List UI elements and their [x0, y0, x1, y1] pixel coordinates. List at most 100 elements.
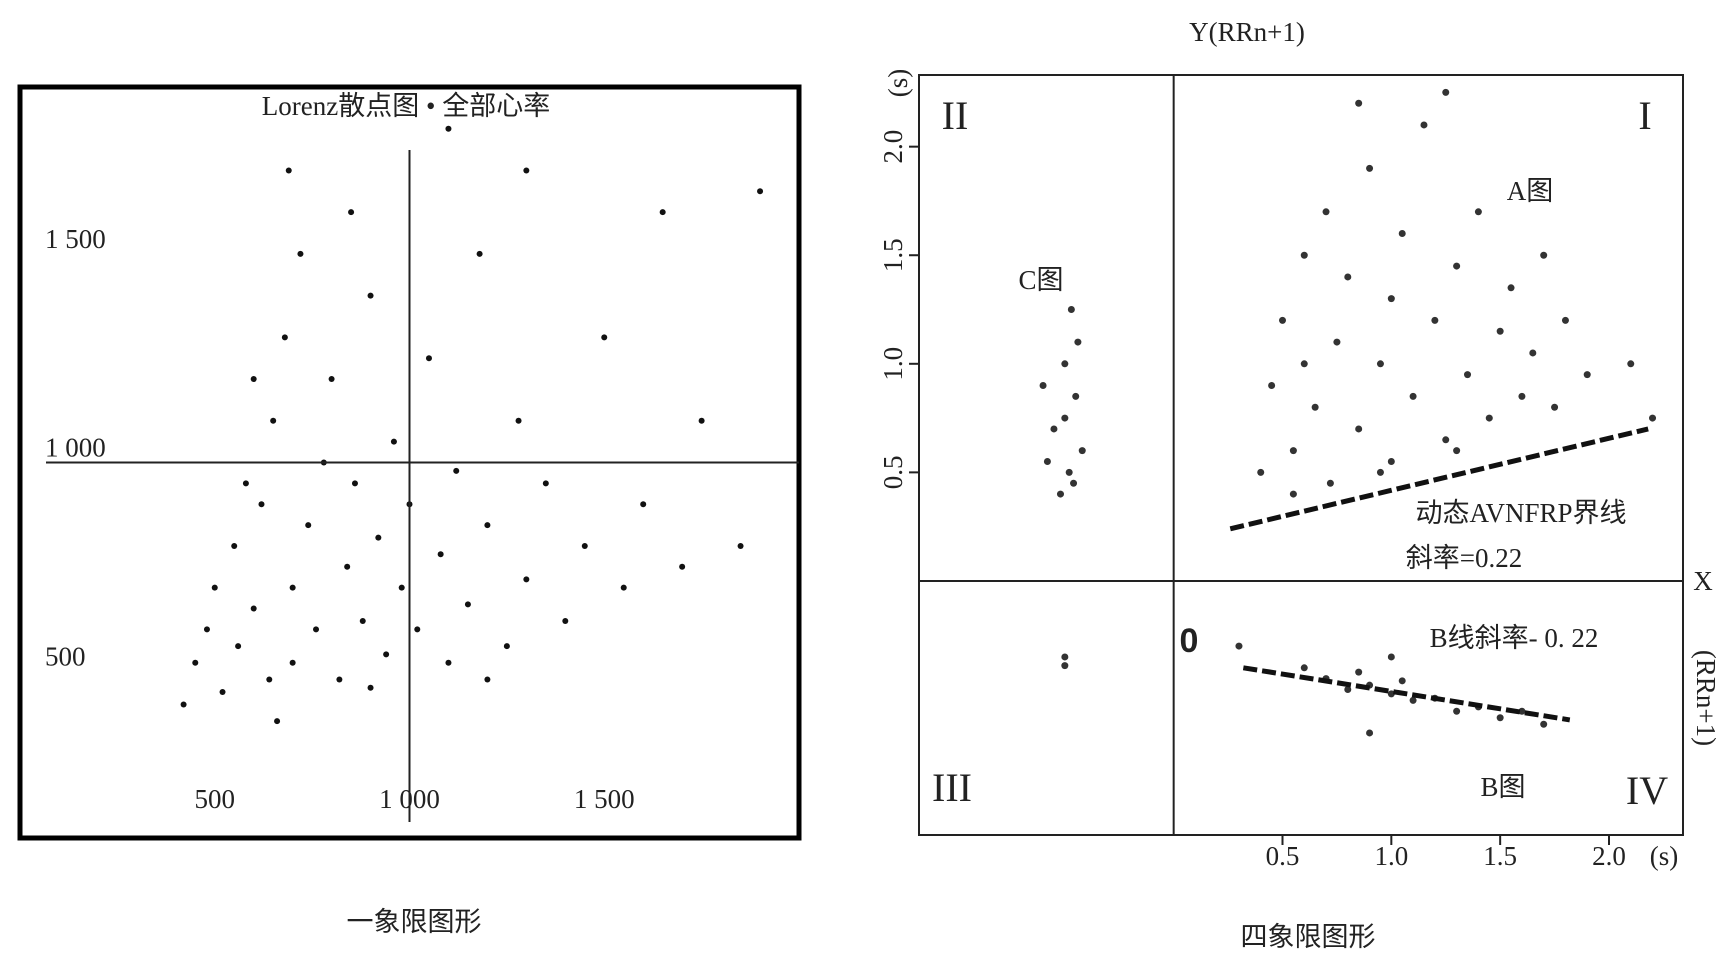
- annotation: 动态AVNFRP界线: [1415, 498, 1626, 528]
- scatter-point: [1474, 208, 1482, 216]
- scatter-point: [1366, 729, 1374, 737]
- scatter-point: [313, 626, 320, 633]
- scatter-point: [250, 376, 257, 383]
- scatter-point: [1065, 468, 1073, 476]
- scatter-point: [1278, 316, 1286, 324]
- scatter-point: [1453, 707, 1461, 715]
- scatter-point: [1464, 371, 1472, 379]
- y-tick-label: 1.0: [878, 347, 908, 381]
- scatter-point: [1289, 447, 1297, 455]
- x-unit: (s): [1650, 841, 1679, 871]
- scatter-point: [1300, 664, 1308, 672]
- scatter-point: [476, 250, 483, 257]
- scatter-point: [1300, 360, 1308, 368]
- scatter-point: [1344, 686, 1352, 694]
- scatter-point: [542, 480, 549, 487]
- scatter-point: [359, 618, 366, 625]
- scatter-point: [289, 659, 296, 666]
- scatter-point: [503, 643, 510, 650]
- scatter-point: [1485, 414, 1493, 422]
- scatter-point: [1398, 677, 1406, 685]
- scatter-point: [398, 584, 405, 591]
- scatter-point: [515, 417, 522, 424]
- scatter-point: [1627, 360, 1635, 368]
- scatter-point: [562, 618, 569, 625]
- scatter-point: [1442, 88, 1450, 96]
- annotation: B图: [1480, 772, 1525, 802]
- scatter-point: [1649, 414, 1657, 422]
- scatter-point: [1355, 99, 1363, 107]
- scatter-point: [1366, 164, 1374, 172]
- scatter-point: [1257, 468, 1265, 476]
- scatter-point: [698, 417, 705, 424]
- scatter-point: [1268, 382, 1276, 390]
- origin-label: 0: [1180, 622, 1199, 660]
- scatter-point: [1420, 121, 1428, 129]
- scatter-point: [640, 501, 647, 508]
- x-tick-label: 1 500: [574, 784, 635, 814]
- scatter-point: [1311, 403, 1319, 411]
- scatter-point: [1039, 382, 1047, 390]
- y-tick-label: 500: [45, 641, 86, 671]
- scatter-point: [1333, 338, 1341, 346]
- x-tick-label: 1.0: [1374, 841, 1408, 871]
- scatter-point: [484, 676, 491, 683]
- scatter-point: [1398, 230, 1406, 238]
- scatter-point: [305, 522, 312, 529]
- scatter-point: [1056, 490, 1064, 498]
- scatter-point: [192, 659, 199, 666]
- scatter-point: [180, 701, 187, 708]
- scatter-point: [437, 551, 444, 558]
- scatter-point: [453, 467, 460, 474]
- scatter-point: [1387, 653, 1395, 661]
- scatter-point: [1043, 458, 1051, 466]
- x-tick-label: 2.0: [1592, 841, 1626, 871]
- scatter-point: [659, 209, 666, 216]
- scatter-point: [1453, 447, 1461, 455]
- scatter-point: [211, 584, 218, 591]
- quadrant-label: I: [1638, 93, 1651, 138]
- scatter-point: [1070, 479, 1078, 487]
- scatter-point: [1540, 720, 1548, 728]
- scatter-point: [285, 167, 292, 174]
- y-tick-label: 2.0: [878, 130, 908, 164]
- scatter-point: [351, 480, 358, 487]
- scatter-point: [1376, 468, 1384, 476]
- scatter-point: [231, 542, 238, 549]
- scatter-point: [1061, 414, 1069, 422]
- scatter-point: [1583, 371, 1591, 379]
- quadrant-label: IV: [1626, 768, 1668, 813]
- scatter-point: [1540, 251, 1548, 259]
- scatter-point: [270, 417, 277, 424]
- scatter-point: [235, 643, 242, 650]
- scatter-point: [757, 188, 764, 195]
- scatter-point: [1235, 642, 1243, 650]
- scatter-point: [1078, 447, 1086, 455]
- quadrant-label: II: [942, 93, 969, 138]
- scatter-point: [1300, 251, 1308, 259]
- x-tick-label: 0.5: [1266, 841, 1300, 871]
- scatter-point: [1507, 284, 1515, 292]
- scatter-point: [1061, 360, 1069, 368]
- scatter-point: [620, 584, 627, 591]
- scatter-point: [297, 250, 304, 257]
- scatter-point: [1344, 273, 1352, 281]
- scatter-point: [344, 563, 351, 570]
- scatter-point: [737, 542, 744, 549]
- scatter-point: [1387, 458, 1395, 466]
- annotation: B线斜率- 0. 22: [1430, 623, 1599, 653]
- scatter-point: [367, 684, 374, 691]
- scatter-point: [367, 292, 374, 299]
- scatter-point: [464, 601, 471, 608]
- scatter-point: [274, 718, 281, 725]
- scatter-point: [1387, 295, 1395, 303]
- scatter-point: [1496, 327, 1504, 335]
- scatter-point: [1050, 425, 1058, 433]
- annotation: A图: [1507, 176, 1554, 206]
- scatter-point: [601, 334, 608, 341]
- scatter-point: [219, 688, 226, 695]
- y-axis-label: Y(RRn+1): [1189, 17, 1305, 47]
- scatter-point: [1072, 392, 1080, 400]
- annotation: 斜率=0.22: [1406, 543, 1522, 573]
